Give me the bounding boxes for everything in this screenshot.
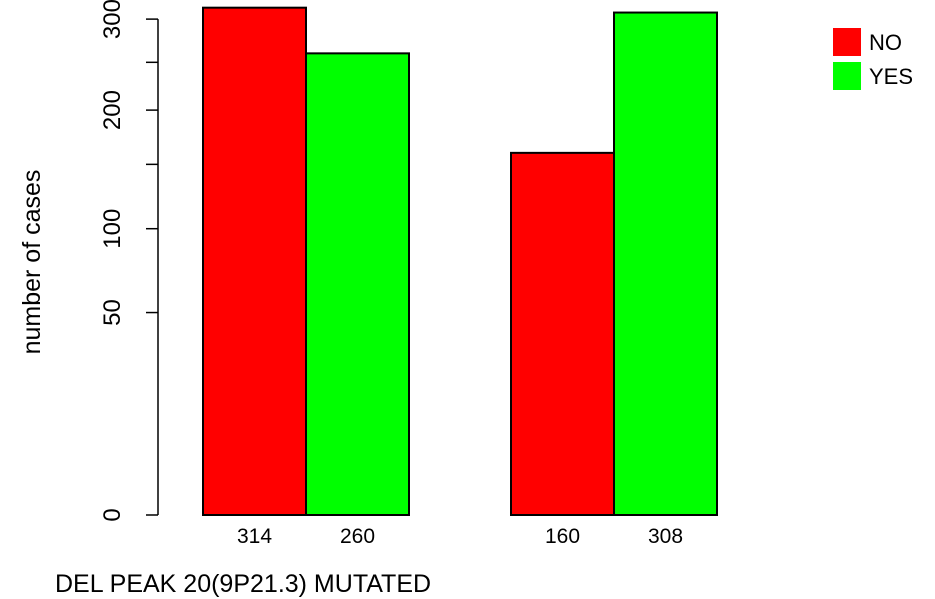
bar-count-label: 260 (340, 525, 375, 548)
bar-yes-2 (613, 11, 718, 517)
y-axis: 0 50 100 200 300 (99, 0, 159, 522)
y-tick-label: 100 (99, 209, 126, 249)
bars-layer (202, 6, 718, 517)
legend: NO YES (833, 28, 913, 90)
bar-count-label: 160 (545, 525, 580, 548)
y-tick-label: 50 (99, 299, 126, 326)
bar-count-label: 314 (237, 525, 272, 548)
y-tick-label: 200 (99, 90, 126, 130)
x-axis-title: DEL PEAK 20(9P21.3) MUTATED (55, 570, 431, 598)
y-tick-label: 0 (99, 508, 126, 521)
bar-no-2 (510, 151, 615, 516)
bar-count-labels: 314 260 160 308 (237, 525, 683, 548)
legend-swatch-yes (833, 62, 861, 90)
bar-no-1 (202, 6, 307, 516)
bar-count-label: 308 (648, 525, 683, 548)
y-tick-label: 300 (99, 0, 126, 39)
legend-label-no: NO (869, 30, 902, 55)
y-axis-title: number of cases (18, 170, 46, 355)
bar-yes-1 (305, 52, 410, 516)
legend-label-yes: YES (869, 64, 913, 89)
legend-swatch-no (833, 28, 861, 56)
